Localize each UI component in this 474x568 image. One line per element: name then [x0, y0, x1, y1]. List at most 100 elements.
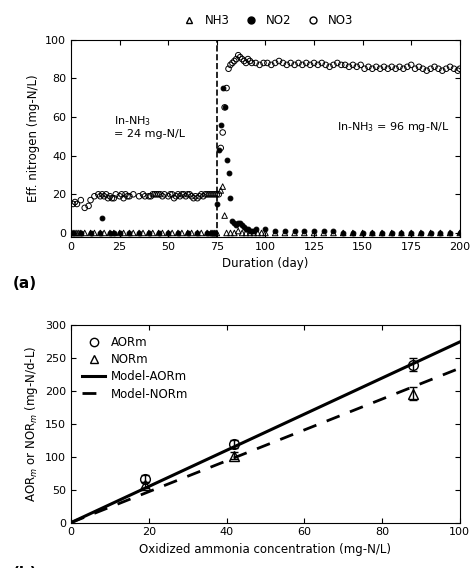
Point — [166, 190, 174, 199]
Point — [87, 228, 94, 237]
Point — [281, 227, 289, 236]
Point — [417, 228, 425, 237]
Point — [437, 228, 444, 237]
Point — [244, 224, 252, 233]
Point — [172, 192, 180, 201]
Text: In-NH$_3$
= 24 mg-N/L: In-NH$_3$ = 24 mg-N/L — [114, 114, 185, 139]
Point — [122, 190, 129, 199]
Point — [213, 190, 220, 199]
Point — [141, 192, 149, 201]
Point — [250, 228, 257, 237]
Point — [431, 62, 438, 72]
Point — [446, 228, 454, 237]
Point — [357, 60, 365, 69]
Point — [209, 228, 217, 237]
Point — [112, 190, 119, 199]
Point — [91, 228, 98, 237]
Point — [403, 62, 411, 72]
Point — [73, 199, 81, 208]
Point — [301, 228, 308, 237]
Point — [407, 228, 415, 237]
Point — [164, 228, 172, 237]
Point — [207, 190, 215, 199]
Point — [454, 66, 462, 75]
Point — [118, 190, 126, 199]
Text: (a): (a) — [13, 276, 37, 291]
Legend: AORm, NORm, Model-AORm, Model-NORm: AORm, NORm, Model-AORm, Model-NORm — [77, 331, 193, 405]
Point — [223, 228, 230, 237]
Point — [446, 62, 454, 72]
Point — [168, 190, 176, 199]
Point — [221, 103, 228, 112]
Point — [174, 228, 182, 237]
Point — [376, 64, 384, 73]
Point — [380, 62, 388, 72]
Point — [104, 194, 112, 203]
Point — [250, 227, 257, 236]
Point — [384, 64, 392, 73]
Point — [69, 199, 77, 208]
Point — [248, 227, 255, 236]
Legend: NH3, NO2, NO3: NH3, NO2, NO3 — [173, 10, 358, 32]
Point — [341, 60, 349, 69]
Point — [230, 56, 238, 65]
Point — [246, 228, 254, 237]
Point — [135, 192, 143, 201]
Point — [170, 194, 178, 203]
X-axis label: Oxidized ammonia concentration (mg-N/L): Oxidized ammonia concentration (mg-N/L) — [139, 543, 392, 556]
Point — [329, 228, 337, 237]
Point — [320, 227, 328, 236]
Point — [267, 60, 275, 69]
Point — [110, 228, 118, 237]
Point — [361, 64, 368, 73]
Point — [200, 192, 207, 201]
Point — [279, 59, 287, 68]
Point — [219, 182, 227, 191]
Point — [246, 227, 254, 236]
Point — [326, 62, 333, 72]
Point — [174, 228, 182, 237]
Point — [291, 228, 299, 237]
Point — [193, 194, 201, 203]
Point — [225, 169, 232, 178]
Point — [225, 64, 232, 73]
Point — [427, 228, 434, 237]
Point — [227, 60, 234, 69]
Point — [203, 228, 211, 237]
Point — [230, 219, 238, 228]
Point — [240, 56, 248, 65]
Point — [209, 190, 217, 199]
Point — [262, 224, 269, 233]
Point — [176, 192, 184, 201]
Point — [369, 64, 376, 73]
Point — [207, 228, 215, 237]
Point — [77, 228, 84, 237]
Point — [184, 190, 191, 199]
Point — [221, 103, 228, 112]
Point — [198, 190, 205, 199]
Point — [287, 59, 294, 68]
Point — [174, 190, 182, 199]
Point — [232, 55, 240, 64]
Point — [446, 228, 454, 237]
Point — [407, 60, 415, 69]
Point — [203, 228, 211, 237]
Point — [168, 228, 176, 237]
Point — [211, 228, 219, 237]
Point — [217, 186, 225, 195]
Point — [77, 195, 84, 204]
Point — [310, 228, 318, 237]
Point — [339, 228, 347, 237]
Point — [398, 228, 405, 237]
Point — [271, 59, 279, 68]
Point — [310, 227, 318, 236]
Point — [238, 228, 246, 237]
Point — [291, 60, 299, 69]
Point — [164, 228, 172, 237]
Point — [235, 51, 242, 60]
Point — [450, 64, 458, 73]
Point — [69, 228, 77, 237]
Point — [188, 228, 195, 237]
Point — [435, 64, 442, 73]
Point — [191, 192, 199, 201]
